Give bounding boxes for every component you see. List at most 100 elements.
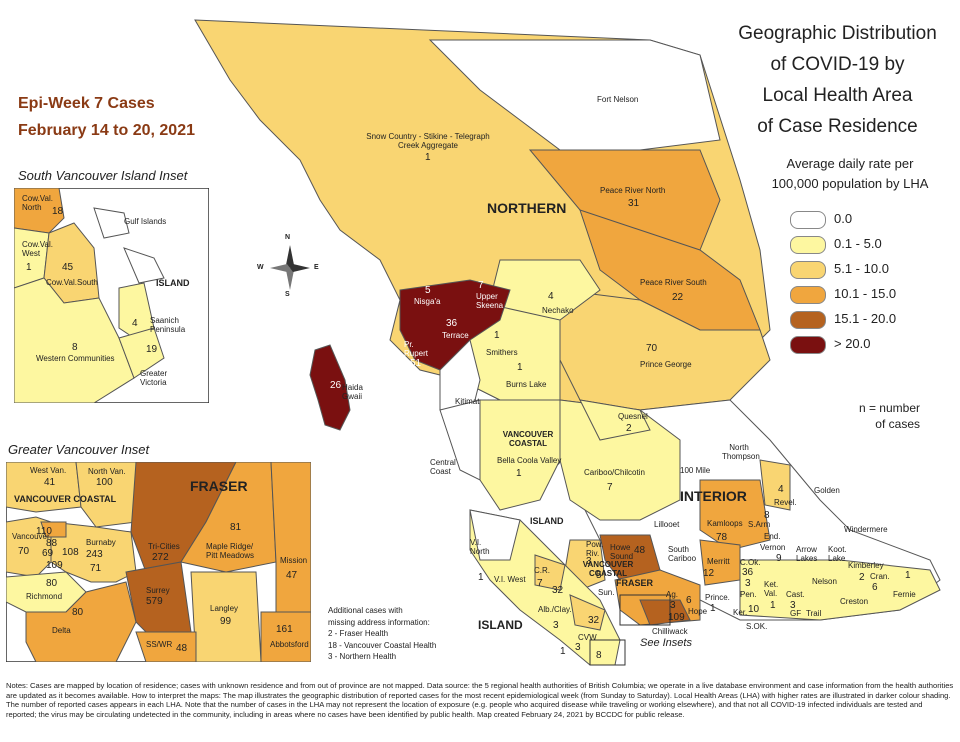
legend-label: 5.1 - 10.0	[834, 261, 889, 276]
lha-label: Kamloops	[707, 519, 743, 528]
lha-count: 51	[410, 358, 422, 369]
gv-area-label: Mission	[280, 556, 308, 565]
lha-count: 7	[537, 578, 543, 589]
lha-count: 1	[478, 572, 484, 583]
lha-label: Bella Coola Valley	[497, 456, 562, 465]
lha-label: Peace River South	[640, 278, 707, 287]
inset-area-label: Saanich Peninsula	[150, 316, 186, 334]
lha-label: C.R.	[534, 566, 550, 575]
gv-area-label: North Van.	[88, 467, 126, 476]
inset-area-label: Western Communities	[36, 354, 115, 363]
inset-area-count: 8	[72, 342, 78, 353]
lha-label: Nechako	[542, 306, 574, 315]
lha-label: Pr. Rupert	[404, 340, 429, 358]
lha-count: 2	[859, 572, 865, 583]
lha-label: North Thompson	[722, 443, 760, 461]
title-line-3: Local Health Area	[762, 85, 913, 106]
legend-item: 0.1 - 5.0	[790, 233, 950, 255]
legend-item: 10.1 - 15.0	[790, 283, 950, 305]
epi-week-label: Epi-Week 7 Cases	[18, 95, 155, 112]
gv-inset	[6, 462, 311, 662]
lha-label: Revel.	[774, 498, 797, 507]
legend-subtitle-1: Average daily rate per	[786, 156, 914, 171]
lha-count: 1	[494, 330, 500, 341]
lha-label: Arrow Lakes	[796, 545, 818, 563]
gv-area-count: 69	[42, 548, 54, 559]
lha-count: 5	[425, 285, 431, 296]
inset-area-label: Cow.Val. North	[22, 194, 53, 212]
lha-label: S.OK.	[746, 622, 768, 631]
region-label-island: ISLAND	[530, 516, 564, 526]
lha-count: 1	[517, 362, 523, 373]
gv-area-count: 48	[176, 643, 188, 654]
lha-count: 3	[575, 642, 581, 653]
n-note-line-2: of cases	[875, 417, 920, 431]
lha-label: Prince George	[640, 360, 692, 369]
region-label-island-south: ISLAND	[478, 618, 523, 632]
lha-count: 3	[670, 600, 676, 611]
legend-swatch	[790, 236, 826, 254]
lha-label: Chilliwack	[652, 627, 688, 636]
lha-count: 3	[745, 578, 751, 589]
lha-count: 1	[905, 570, 911, 581]
lha-count: 32	[552, 585, 564, 596]
lha-count: 5	[596, 570, 602, 581]
gv-area-label: Surrey	[146, 586, 170, 595]
compass-e: E	[314, 264, 319, 271]
lha-label: Hope	[688, 607, 708, 616]
compass-rose-icon	[270, 245, 310, 290]
legend-subtitle: Average daily rate per 100,000 populatio…	[760, 154, 940, 194]
legend-item: 15.1 - 20.0	[790, 308, 950, 330]
inset-area-label: Cow.Val. West	[22, 240, 53, 258]
epi-week-header: Epi-Week 7 Cases February 14 to 20, 2021	[18, 90, 248, 144]
nanaimo-area	[569, 594, 606, 631]
lha-label: C.Ok.	[740, 558, 761, 567]
lha-label: GF	[790, 609, 802, 618]
vc-central	[479, 399, 561, 511]
additional-line-5: 3 - Northern Health	[328, 652, 397, 661]
footnotes: Notes: Cases are mapped by location of r…	[6, 681, 954, 719]
region-label-northern: NORTHERN	[487, 200, 567, 216]
lha-label: CVW	[578, 633, 597, 642]
legend-swatch	[790, 286, 826, 304]
lha-count: 8	[596, 650, 602, 661]
lha-count: 4	[778, 484, 784, 495]
lha-label: Smithers	[486, 348, 518, 357]
gv-area-count: 243	[86, 549, 103, 560]
legend-swatch	[790, 311, 826, 329]
compass-w: W	[257, 264, 264, 271]
additional-line-3: 2 - Fraser Health	[328, 629, 389, 638]
region-label-fraser: FRASER	[616, 578, 654, 588]
lha-label: Trail	[806, 609, 822, 618]
lha-count: 48	[634, 545, 646, 556]
lha-label: Vernon	[760, 543, 786, 552]
lha-count: 7	[478, 280, 484, 291]
lha-count: 9	[776, 553, 782, 564]
lha-count: 8	[764, 510, 770, 521]
lha-label: Kimberley	[848, 561, 884, 570]
south-vi-inset	[14, 188, 209, 403]
gv-area-label: Maple Ridge/ Pitt Meadows	[206, 542, 255, 560]
legend-label: 0.1 - 5.0	[834, 236, 882, 251]
lha-label: Prince.	[705, 593, 730, 602]
title-line-2: of COVID-19 by	[770, 54, 905, 75]
gv-area-count: 100	[96, 477, 113, 488]
inset-area-label: Cow.Val.South	[46, 278, 98, 287]
gv-inset-title: Greater Vancouver Inset	[8, 442, 150, 457]
inset-box	[619, 594, 671, 626]
lha-count: 36	[446, 318, 458, 329]
lha-count: 22	[672, 292, 684, 303]
lha-label: V.I. North	[470, 538, 490, 556]
lha-label: Upper Skeena	[476, 292, 504, 310]
lha-count: 109	[668, 612, 685, 623]
gv-region-vch: VANCOUVER COASTAL	[14, 494, 117, 504]
gv-area-label: West Van.	[30, 466, 67, 475]
lha-count: 1	[710, 603, 716, 614]
lha-label: Pow. Riv.	[586, 540, 604, 558]
region-label-vancouver-coastal: VANCOUVER COASTAL	[502, 430, 554, 448]
gv-area-count: 41	[44, 477, 56, 488]
lha-count: 7	[607, 482, 613, 493]
gv-area-count: 47	[286, 570, 298, 581]
date-range: February 14 to 20, 2021	[18, 122, 195, 139]
legend-subtitle-2: 100,000 population by LHA	[771, 176, 929, 191]
